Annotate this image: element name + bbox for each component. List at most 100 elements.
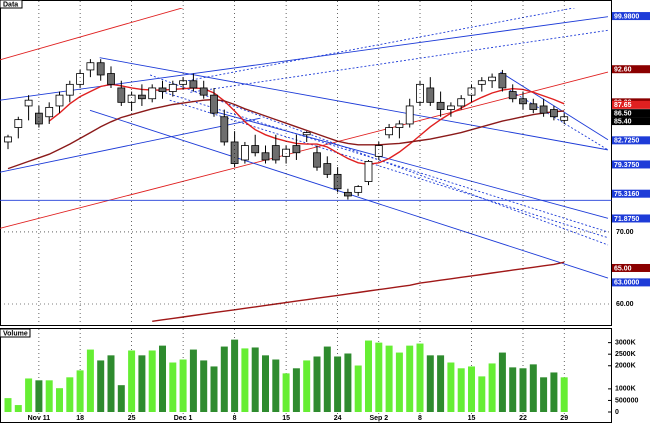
trendline: [179, 8, 577, 83]
y-tick-label: 70.00: [616, 229, 634, 236]
volume-bar: [303, 360, 311, 412]
price-marker: [612, 160, 650, 169]
price-marker-label: 65.00: [614, 265, 632, 272]
volume-bar: [4, 398, 12, 412]
candle-body: [251, 145, 260, 154]
candle-body: [323, 163, 332, 175]
x-tick-label: 8: [418, 415, 422, 422]
x-tick-label: Dec 1: [174, 415, 193, 422]
volume-bar: [468, 366, 475, 412]
candle-body: [220, 116, 229, 143]
candle-body: [405, 105, 414, 125]
volume-bar: [498, 352, 506, 412]
volume-bar: [97, 360, 105, 412]
volume-bar: [416, 343, 424, 412]
price-marker: [612, 65, 650, 74]
candle-body: [282, 148, 291, 157]
volume-bar: [406, 345, 414, 412]
candle-body: [508, 91, 517, 100]
volume-bar: [66, 377, 74, 412]
trendline: [169, 99, 609, 239]
candle-body: [550, 109, 558, 118]
volume-bar: [251, 347, 259, 412]
volume-bar: [128, 350, 136, 412]
price-marker-label: 86.50: [614, 110, 632, 117]
price-marker: [612, 100, 650, 109]
volume-bar: [334, 356, 342, 412]
volume-bar: [292, 368, 300, 412]
volume-bar: [241, 348, 249, 412]
y-tick-label: 500000: [615, 397, 638, 404]
price-marker: [612, 117, 650, 126]
trendline: [99, 57, 609, 151]
price-marker-label: 71.8750: [614, 216, 639, 223]
price-marker-label: 82.7250: [614, 138, 639, 145]
price-marker: [612, 263, 650, 272]
volume-bar: [272, 359, 280, 412]
price-marker: [612, 12, 650, 21]
y-tick-label: 3000K: [615, 339, 636, 346]
volume-bar: [488, 363, 496, 412]
price-plot: [0, 8, 612, 322]
volume-bar: [210, 366, 218, 412]
candle-body: [467, 87, 476, 96]
price-marker: [612, 189, 650, 198]
price-panel: [0, 0, 612, 326]
candle-body: [210, 94, 218, 114]
volume-bar: [426, 355, 434, 412]
volume-bar: [117, 385, 125, 412]
price-marker-label: 92.60: [614, 67, 632, 74]
candle-body: [446, 105, 455, 110]
volume-bar: [231, 339, 239, 412]
candle-body: [65, 83, 74, 96]
candle-body: [189, 80, 198, 89]
volume-bar: [56, 388, 63, 412]
volume-bar: [385, 345, 393, 412]
candle-body: [529, 103, 538, 110]
volume-bar: [148, 350, 156, 412]
x-tick-label: Sep 2: [369, 415, 388, 422]
volume-bar: [107, 355, 115, 412]
price-marker-label: 63.0000: [614, 280, 639, 287]
volume-bar: [159, 345, 166, 412]
x-tick-label: 25: [128, 415, 136, 422]
candle-body: [354, 186, 363, 193]
candle-body: [302, 132, 311, 136]
candle-body: [261, 152, 270, 161]
volume-bar: [437, 355, 445, 412]
candle-body: [24, 99, 33, 107]
candle-body: [395, 123, 404, 128]
volume-bar: [35, 380, 43, 412]
moving-average: [152, 261, 565, 322]
volume-bar: [200, 360, 208, 412]
volume-bar: [550, 372, 558, 412]
candle-body: [292, 145, 301, 154]
candle-body: [313, 152, 321, 168]
candle-body: [343, 191, 352, 197]
volume-bar: [14, 405, 22, 412]
candle-body: [488, 76, 497, 82]
title-box: [0, 0, 23, 9]
candle-body: [86, 62, 95, 71]
candle-body: [45, 106, 54, 118]
volume-bar: [375, 342, 383, 412]
volume-bar: [189, 349, 197, 412]
candle-body: [148, 87, 157, 100]
volume-bar: [86, 349, 94, 412]
price-marker-label: 99.9800: [614, 13, 639, 20]
candle-body: [179, 80, 188, 85]
candle-body: [199, 87, 208, 96]
candle-body: [477, 80, 486, 85]
volume-bar: [220, 346, 228, 412]
volume-bar: [354, 365, 362, 412]
candle-body: [560, 116, 569, 121]
volume-bar: [395, 352, 403, 412]
candle-body: [4, 136, 12, 143]
x-tick-label: 24: [334, 415, 342, 422]
y-tick-label: 2000K: [615, 363, 636, 370]
volume-bar: [282, 373, 290, 412]
candle-body: [127, 94, 136, 103]
candle-body: [385, 127, 394, 136]
candle-body: [96, 62, 105, 76]
volume-bar: [519, 368, 527, 412]
